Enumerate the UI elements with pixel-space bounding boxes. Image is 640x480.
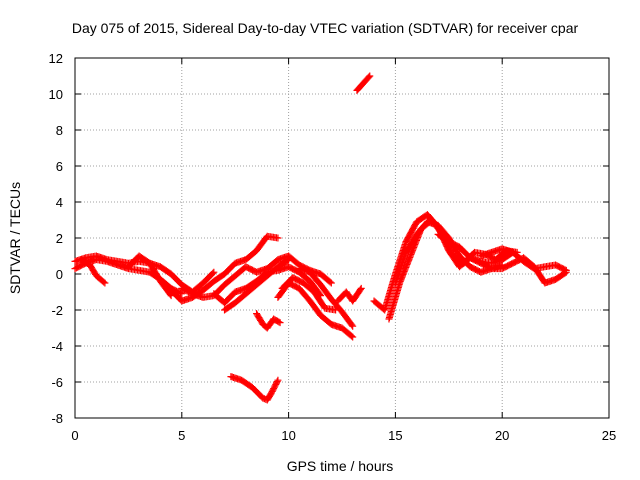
y-tick-label: 8 <box>56 123 63 138</box>
y-tick-label: 12 <box>49 51 63 66</box>
data-point <box>274 234 282 242</box>
data-points <box>71 72 570 404</box>
data-point <box>357 284 365 292</box>
data-point <box>561 266 569 274</box>
y-tick-label: 6 <box>56 159 63 174</box>
y-tick-label: 4 <box>56 195 63 210</box>
x-tick-label: 20 <box>495 428 509 443</box>
data-point <box>327 279 335 287</box>
chart-title: Day 075 of 2015, Sidereal Day-to-day VTE… <box>72 20 579 36</box>
data-point <box>274 376 282 384</box>
data-point <box>366 72 374 80</box>
data-point <box>283 256 291 264</box>
data-point <box>285 256 293 264</box>
data-point <box>347 332 355 340</box>
data-point <box>349 333 357 341</box>
data-point <box>101 279 109 287</box>
y-tick-label: -4 <box>51 339 63 354</box>
x-tick-label: 0 <box>71 428 78 443</box>
x-tick-label: 5 <box>178 428 185 443</box>
data-point <box>326 278 334 286</box>
x-tick-label: 25 <box>602 428 616 443</box>
data-point <box>273 378 281 386</box>
data-point <box>348 321 356 329</box>
data-point <box>349 322 357 330</box>
data-point <box>275 318 283 326</box>
y-tick-label: 2 <box>56 231 63 246</box>
x-tick-label: 15 <box>388 428 402 443</box>
x-axis-label: GPS time / hours <box>287 458 394 474</box>
y-tick-label: 0 <box>56 267 63 282</box>
y-tick-label: -6 <box>51 375 63 390</box>
y-tick-label: -8 <box>51 411 63 426</box>
data-point <box>176 289 184 297</box>
data-point <box>276 319 284 327</box>
y-tick-label: 10 <box>49 87 63 102</box>
data-point <box>210 268 218 276</box>
x-tick-label: 10 <box>281 428 295 443</box>
data-point <box>365 73 373 81</box>
data-point <box>100 278 108 286</box>
y-axis-label: SDTVAR / TECUs <box>7 182 23 294</box>
axis-ticks: 0 5 10 15 20 25 -8 -6 -4 -2 0 2 4 6 8 10 12 <box>49 51 617 443</box>
data-point <box>209 269 217 277</box>
data-point <box>356 286 364 294</box>
y-tick-label: -2 <box>51 303 63 318</box>
data-point <box>562 266 570 274</box>
